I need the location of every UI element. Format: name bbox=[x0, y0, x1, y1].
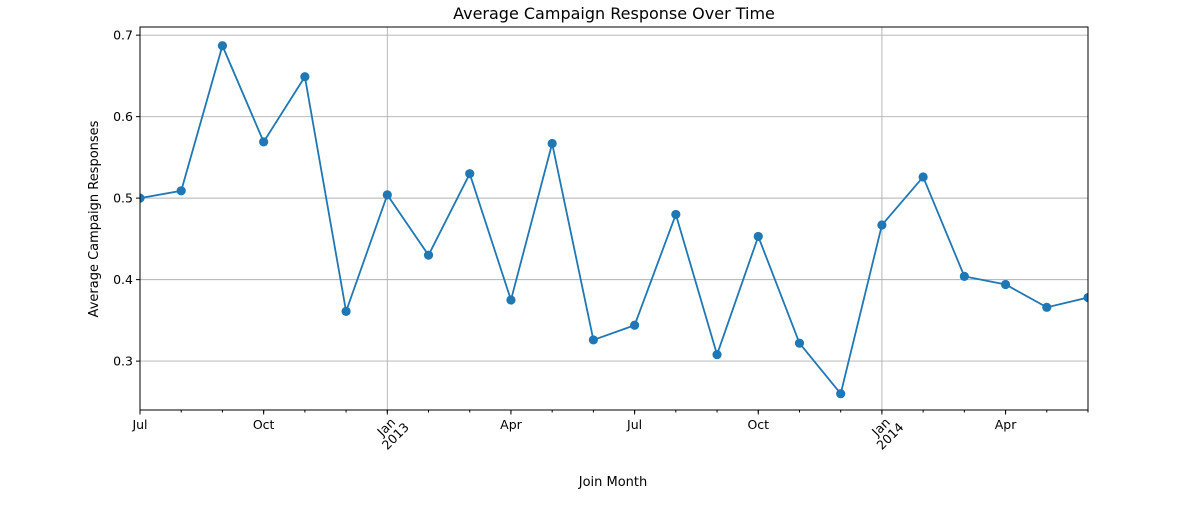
data-point[interactable] bbox=[423, 250, 434, 260]
data-point[interactable] bbox=[712, 349, 722, 360]
data-point[interactable] bbox=[176, 186, 186, 196]
data-point[interactable] bbox=[630, 320, 640, 330]
x-tick-label: Jul bbox=[626, 417, 642, 432]
data-point[interactable] bbox=[794, 338, 805, 348]
x-axis-label: Join Month bbox=[578, 475, 648, 490]
data-point[interactable] bbox=[836, 389, 846, 399]
y-tick-label: 0.7 bbox=[113, 28, 133, 43]
series-layer bbox=[135, 41, 1092, 399]
x-tick-label: Apr bbox=[500, 417, 522, 432]
data-point[interactable] bbox=[588, 335, 598, 345]
grid bbox=[140, 27, 1088, 410]
data-point[interactable] bbox=[506, 295, 516, 305]
data-point[interactable] bbox=[341, 306, 351, 316]
y-tick-label: 0.4 bbox=[113, 272, 133, 287]
y-tick-label: 0.3 bbox=[113, 354, 133, 369]
data-point[interactable] bbox=[382, 190, 392, 200]
y-tick-label: 0.6 bbox=[113, 109, 133, 124]
data-point[interactable] bbox=[1000, 279, 1011, 290]
series bbox=[135, 41, 1092, 399]
plot-frame bbox=[139, 26, 1089, 411]
data-point[interactable] bbox=[135, 193, 145, 203]
x-tick-label: Jul bbox=[131, 417, 147, 432]
chart-title: Average Campaign Response Over Time bbox=[453, 4, 775, 23]
data-point[interactable] bbox=[671, 209, 681, 220]
data-point[interactable] bbox=[259, 137, 269, 147]
data-point[interactable] bbox=[959, 271, 969, 281]
data-point[interactable] bbox=[300, 72, 310, 82]
data-point[interactable] bbox=[217, 41, 228, 51]
y-tick-label: 0.5 bbox=[113, 191, 133, 206]
data-point[interactable] bbox=[918, 172, 928, 182]
x-tick-label: Oct bbox=[253, 417, 275, 432]
data-point[interactable] bbox=[465, 169, 475, 179]
data-point[interactable] bbox=[1083, 292, 1092, 303]
x-tick-label: Oct bbox=[747, 417, 769, 432]
data-point[interactable] bbox=[1042, 302, 1052, 312]
data-point[interactable] bbox=[753, 231, 763, 242]
y-axis-label: Average Campaign Responses bbox=[87, 120, 102, 317]
data-point[interactable] bbox=[547, 138, 557, 149]
x-tick-label: Apr bbox=[995, 417, 1017, 432]
data-point[interactable] bbox=[877, 220, 887, 230]
series-line bbox=[140, 43, 1088, 396]
